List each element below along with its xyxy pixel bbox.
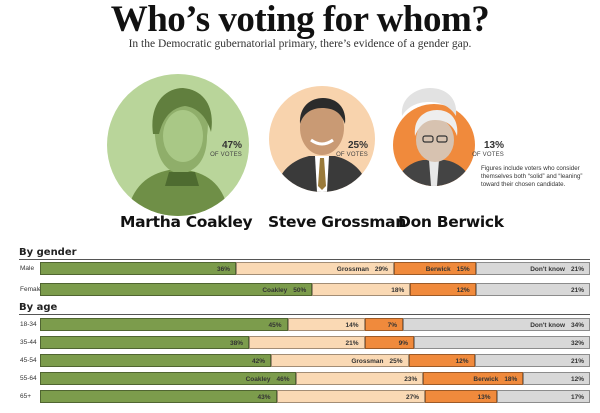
- bar-series-label: Don't know: [530, 322, 565, 329]
- berwick-circle: [393, 104, 475, 186]
- berwick-hair-icon: [401, 88, 457, 116]
- bar-series-label: Don't know: [530, 266, 565, 273]
- bar-value-label: 18%: [504, 376, 518, 383]
- grossman-portrait-icon: [275, 98, 369, 192]
- bar-value-label: 36%: [217, 266, 231, 273]
- berwick-percent: 13%: [483, 140, 504, 151]
- grossman-circle: [269, 86, 375, 192]
- bar-value-label: 12%: [570, 376, 584, 383]
- footnote: Figures include voters who consider them…: [481, 165, 583, 188]
- bar-segment-coakley: 45%: [40, 318, 288, 331]
- bar-segment-dontknow: 17%: [496, 390, 590, 403]
- bar-segment-dontknow: 21% Don't know: [475, 262, 590, 275]
- bar-value-label: 21%: [570, 266, 584, 273]
- bar-value-label: 23%: [404, 376, 418, 383]
- bar-segment-grossman: 21%: [249, 336, 365, 349]
- bar-segment-coakley: 43%: [40, 390, 277, 403]
- bar-series-label: Grossman: [351, 358, 384, 365]
- coakley-percent: 47%: [221, 140, 242, 151]
- coakley-circle: [107, 74, 249, 216]
- row-label: 45-54: [20, 357, 37, 364]
- bar-segment-grossman: 25% Grossman: [271, 354, 409, 367]
- berwick-portrait-icon: [395, 110, 473, 186]
- bar-segment-dontknow: 12%: [523, 372, 590, 385]
- bar-value-label: 25%: [389, 358, 403, 365]
- berwick-of-votes: OF VOTES: [472, 152, 504, 158]
- bar-value-label: 42%: [251, 358, 265, 365]
- row-label: Male: [20, 265, 35, 272]
- bar-segment-coakley: 42%: [40, 354, 271, 367]
- bar-series-label: Berwick: [425, 266, 451, 273]
- bar-value-label: 27%: [405, 394, 419, 401]
- bar-segment-dontknow: 34% Don't know: [403, 318, 590, 331]
- coakley-name: Martha Coakley: [120, 213, 253, 231]
- bar-value-label: 18%: [391, 287, 405, 294]
- bar-segment-berwick: 18% Berwick: [423, 372, 524, 385]
- bar-segment-berwick: 9%: [364, 336, 414, 349]
- bar-value-label: 21%: [570, 358, 584, 365]
- row-label: 65+: [20, 393, 32, 400]
- bar-value-label: 34%: [570, 322, 584, 329]
- bar-segment-berwick: 12%: [410, 283, 476, 296]
- grossman-percent: 25%: [347, 140, 368, 151]
- bar-segment-grossman: 23%: [295, 372, 424, 385]
- bar-value-label: 14%: [345, 322, 359, 329]
- section-title-1: By age: [19, 302, 58, 313]
- row-label: 35-44: [20, 339, 37, 346]
- bar-series-label: Coakley: [245, 376, 271, 383]
- section-rule: [19, 259, 590, 260]
- section-title-0: By gender: [19, 247, 77, 258]
- bar-segment-grossman: 14%: [287, 318, 365, 331]
- row-label: 55-64: [20, 375, 37, 382]
- bar-value-label: 21%: [570, 287, 584, 294]
- bar-segment-dontknow: 21%: [474, 354, 590, 367]
- bar-segment-coakley: 50% Coakley: [40, 283, 313, 296]
- bar-value-label: 17%: [570, 394, 584, 401]
- bar-segment-grossman: 27%: [276, 390, 425, 403]
- section-rule: [19, 314, 590, 315]
- bar-value-label: 21%: [345, 340, 359, 347]
- bar-value-label: 46%: [276, 376, 290, 383]
- bar-value-label: 32%: [570, 340, 584, 347]
- bar-segment-berwick: 13%: [425, 390, 497, 403]
- bar-segment-berwick: 12%: [408, 354, 475, 367]
- bar-segment-grossman: 29% Grossman: [236, 262, 394, 275]
- bar-value-label: 45%: [268, 322, 282, 329]
- bar-value-label: 38%: [229, 340, 243, 347]
- bar-series-label: Grossman: [336, 266, 369, 273]
- page-title: Who’s voting for whom?: [110, 0, 490, 40]
- bar-value-label: 43%: [257, 394, 271, 401]
- bar-value-label: 12%: [456, 287, 470, 294]
- bar-segment-coakley: 46% Coakley: [40, 372, 296, 385]
- row-label: 18-34: [20, 321, 37, 328]
- bar-segment-coakley: 36%: [40, 262, 237, 275]
- bar-segment-coakley: 38%: [40, 336, 249, 349]
- bar-segment-berwick: 7%: [364, 318, 403, 331]
- row-label: Female: [20, 286, 42, 293]
- berwick-name: Don Berwick: [398, 213, 504, 231]
- grossman-name: Steve Grossman: [268, 213, 407, 231]
- bar-value-label: 12%: [455, 358, 469, 365]
- bar-value-label: 15%: [456, 266, 470, 273]
- page-subtitle: In the Democratic gubernatorial primary,…: [128, 38, 472, 50]
- bar-value-label: 13%: [477, 394, 491, 401]
- coakley-portrait-icon: [127, 88, 229, 216]
- bar-segment-dontknow: 32%: [414, 336, 590, 349]
- bar-value-label: 50%: [293, 287, 307, 294]
- bar-segment-grossman: 18%: [312, 283, 411, 296]
- grossman-of-votes: OF VOTES: [336, 152, 368, 158]
- bar-segment-dontknow: 21%: [475, 283, 590, 296]
- bar-value-label: 7%: [387, 322, 397, 329]
- bar-value-label: 9%: [398, 340, 408, 347]
- bar-series-label: Berwick: [473, 376, 499, 383]
- coakley-of-votes: OF VOTES: [210, 152, 242, 158]
- bar-segment-berwick: 15% Berwick: [393, 262, 476, 275]
- bar-value-label: 29%: [374, 266, 388, 273]
- bar-series-label: Coakley: [262, 287, 288, 294]
